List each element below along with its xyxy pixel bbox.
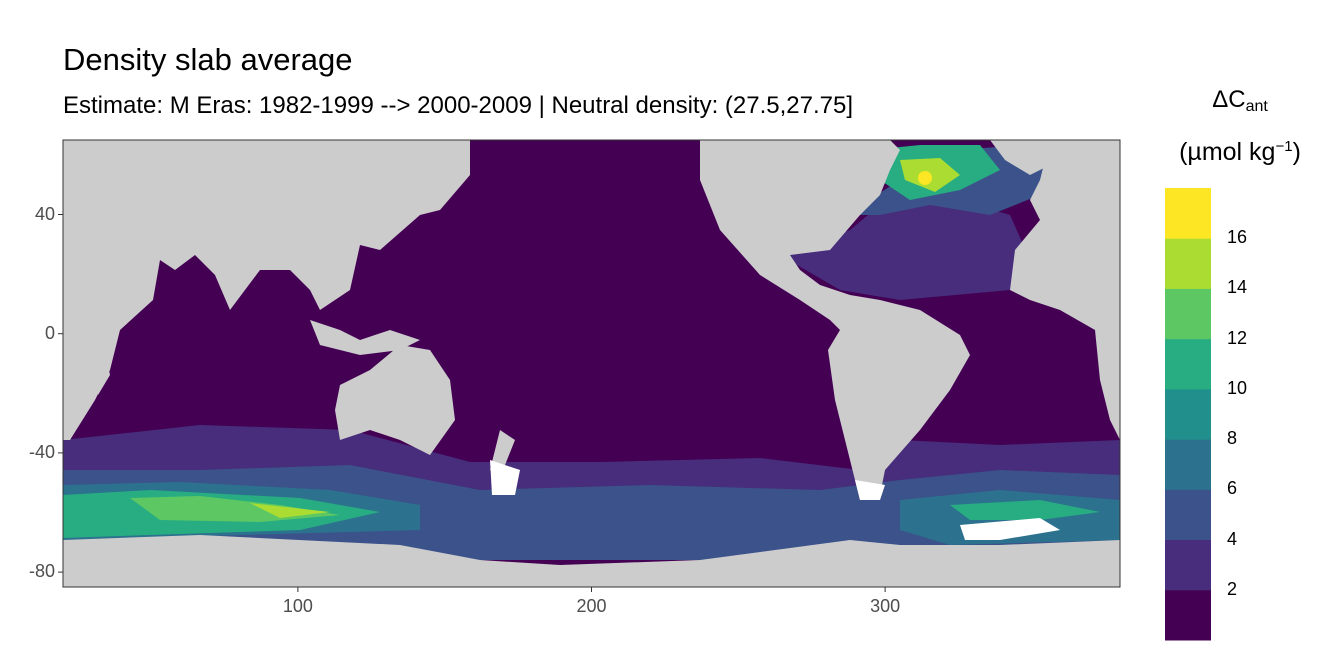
land-indonesia — [310, 320, 420, 355]
legend-bin — [1165, 388, 1211, 440]
x-tick-label: 200 — [576, 596, 607, 616]
legend-colorbar — [1165, 188, 1211, 641]
land-greenland — [990, 140, 1100, 175]
legend-label: 16 — [1227, 227, 1248, 248]
legend-bin — [1165, 188, 1211, 239]
atlantic-sector-green — [950, 500, 1100, 520]
land-eurasia-africa — [63, 140, 470, 440]
legend-bin — [1165, 489, 1211, 541]
legend-bin — [1165, 539, 1211, 591]
legend-label: 6 — [1227, 478, 1238, 499]
legend-title: ΔCant — [1150, 86, 1330, 116]
legend-bin — [1165, 589, 1211, 641]
north-atlantic-band-2-4 — [780, 200, 1030, 300]
legend-unit-close: ) — [1292, 138, 1301, 166]
legend-title-sub: ant — [1245, 98, 1268, 115]
legend-label: 2 — [1227, 578, 1238, 599]
legend-label: 12 — [1227, 327, 1248, 348]
no-data-tasman — [490, 460, 520, 495]
legend-label: 10 — [1227, 377, 1248, 398]
legend-label: 4 — [1227, 528, 1238, 549]
land-australia — [335, 345, 455, 455]
y-tick-label: 40 — [34, 203, 55, 224]
legend-label: 8 — [1227, 428, 1238, 449]
no-data-weddell — [960, 518, 1060, 540]
southern-band-14-16 — [250, 503, 330, 518]
legend-bin — [1165, 288, 1211, 340]
y-tick-label: -80 — [28, 561, 55, 582]
land — [63, 140, 1120, 587]
map-panel — [63, 140, 1120, 587]
y-tick-label: -40 — [28, 441, 55, 462]
legend-bin — [1165, 338, 1211, 390]
legend-bin — [1165, 238, 1211, 289]
y-tick-label: 0 — [44, 322, 55, 343]
land-americas — [580, 140, 970, 500]
legend-unit-exponent: −1 — [1275, 138, 1293, 155]
legend-label: 14 — [1227, 277, 1248, 298]
no-data-regions — [490, 460, 1060, 540]
land-antarctica — [63, 535, 1120, 587]
axes — [58, 214, 886, 592]
no-data-patagonia — [855, 480, 885, 500]
x-tick-label: 300 — [870, 596, 901, 616]
legend-unit: (µmol kg−1) — [1150, 138, 1330, 167]
land-europe-west-africa — [1010, 140, 1120, 440]
land-madagascar — [95, 350, 110, 395]
land-new-zealand — [490, 430, 515, 470]
plot-subtitle: Estimate: M Eras: 1982-1999 --> 2000-200… — [63, 92, 854, 119]
plot-title: Density slab average — [63, 42, 353, 77]
x-tick-label: 100 — [282, 596, 313, 616]
southern-band-4-6 — [63, 465, 1120, 560]
legend-unit-text: (µmol kg — [1179, 138, 1276, 166]
legend-bin — [1165, 439, 1211, 490]
legend-title-main: ΔC — [1212, 86, 1246, 113]
north-atlantic-max — [918, 171, 932, 185]
